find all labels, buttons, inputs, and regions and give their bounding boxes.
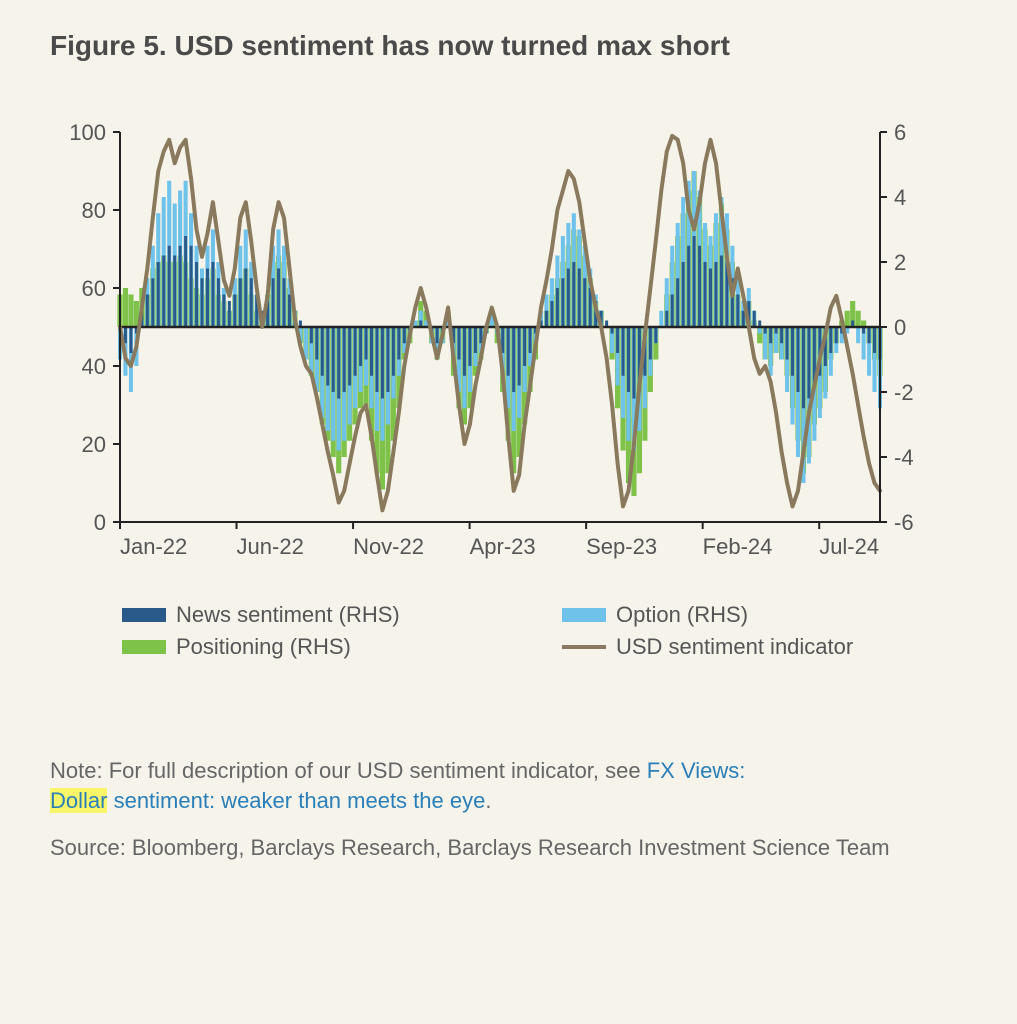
legend-item: Positioning (RHS) (50, 634, 490, 660)
svg-text:100: 100 (69, 122, 106, 145)
legend-label: Positioning (RHS) (176, 634, 351, 660)
svg-text:0: 0 (894, 315, 906, 340)
note-link-line1[interactable]: FX Views: (647, 758, 746, 783)
svg-text:Jul-24: Jul-24 (819, 534, 879, 559)
svg-text:40: 40 (82, 354, 106, 379)
note-text: Note: For full description of our USD se… (50, 758, 647, 783)
svg-text:Nov-22: Nov-22 (353, 534, 424, 559)
chart-legend: News sentiment (RHS) Option (RHS) Position… (50, 602, 930, 666)
svg-text:Jun-22: Jun-22 (237, 534, 304, 559)
legend-item: USD sentiment indicator (490, 634, 930, 660)
legend-label: USD sentiment indicator (616, 634, 853, 660)
note-link-line2[interactable]: sentiment: weaker than meets the eye (107, 788, 485, 813)
figure-title: Figure 5. USD sentiment has now turned m… (50, 30, 967, 62)
svg-text:-2: -2 (894, 380, 914, 405)
svg-text:Jan-22: Jan-22 (120, 534, 187, 559)
legend-label: News sentiment (RHS) (176, 602, 400, 628)
figure-container: Figure 5. USD sentiment has now turned m… (0, 0, 1017, 1024)
svg-text:Apr-23: Apr-23 (470, 534, 536, 559)
svg-text:Feb-24: Feb-24 (703, 534, 773, 559)
note-link-highlight[interactable]: Dollar (50, 788, 107, 813)
legend-item: Option (RHS) (490, 602, 930, 628)
legend-label: Option (RHS) (616, 602, 748, 628)
legend-swatch (122, 640, 166, 654)
legend-swatch (122, 608, 166, 622)
svg-text:6: 6 (894, 122, 906, 145)
svg-text:-6: -6 (894, 510, 914, 535)
chart-area: 0 20 40 60 80 100 -6 -4 -2 0 2 4 6 Jan-22 Jun-22 Nov-22… (50, 122, 930, 592)
figure-source: Source: Bloomberg, Barclays Research, Ba… (50, 833, 967, 863)
svg-text:-4: -4 (894, 445, 914, 470)
sentiment-chart: 0 20 40 60 80 100 -6 -4 -2 0 2 4 6 Jan-22 Jun-22 Nov-22… (50, 122, 930, 592)
figure-note: Note: For full description of our USD se… (50, 756, 967, 815)
svg-text:20: 20 (82, 432, 106, 457)
svg-text:80: 80 (82, 198, 106, 223)
svg-text:4: 4 (894, 185, 906, 210)
svg-text:0: 0 (94, 510, 106, 535)
legend-swatch (562, 645, 606, 649)
legend-swatch (562, 608, 606, 622)
legend-item: News sentiment (RHS) (50, 602, 490, 628)
svg-text:Sep-23: Sep-23 (586, 534, 657, 559)
svg-text:2: 2 (894, 250, 906, 275)
note-period: . (485, 788, 491, 813)
svg-text:60: 60 (82, 276, 106, 301)
